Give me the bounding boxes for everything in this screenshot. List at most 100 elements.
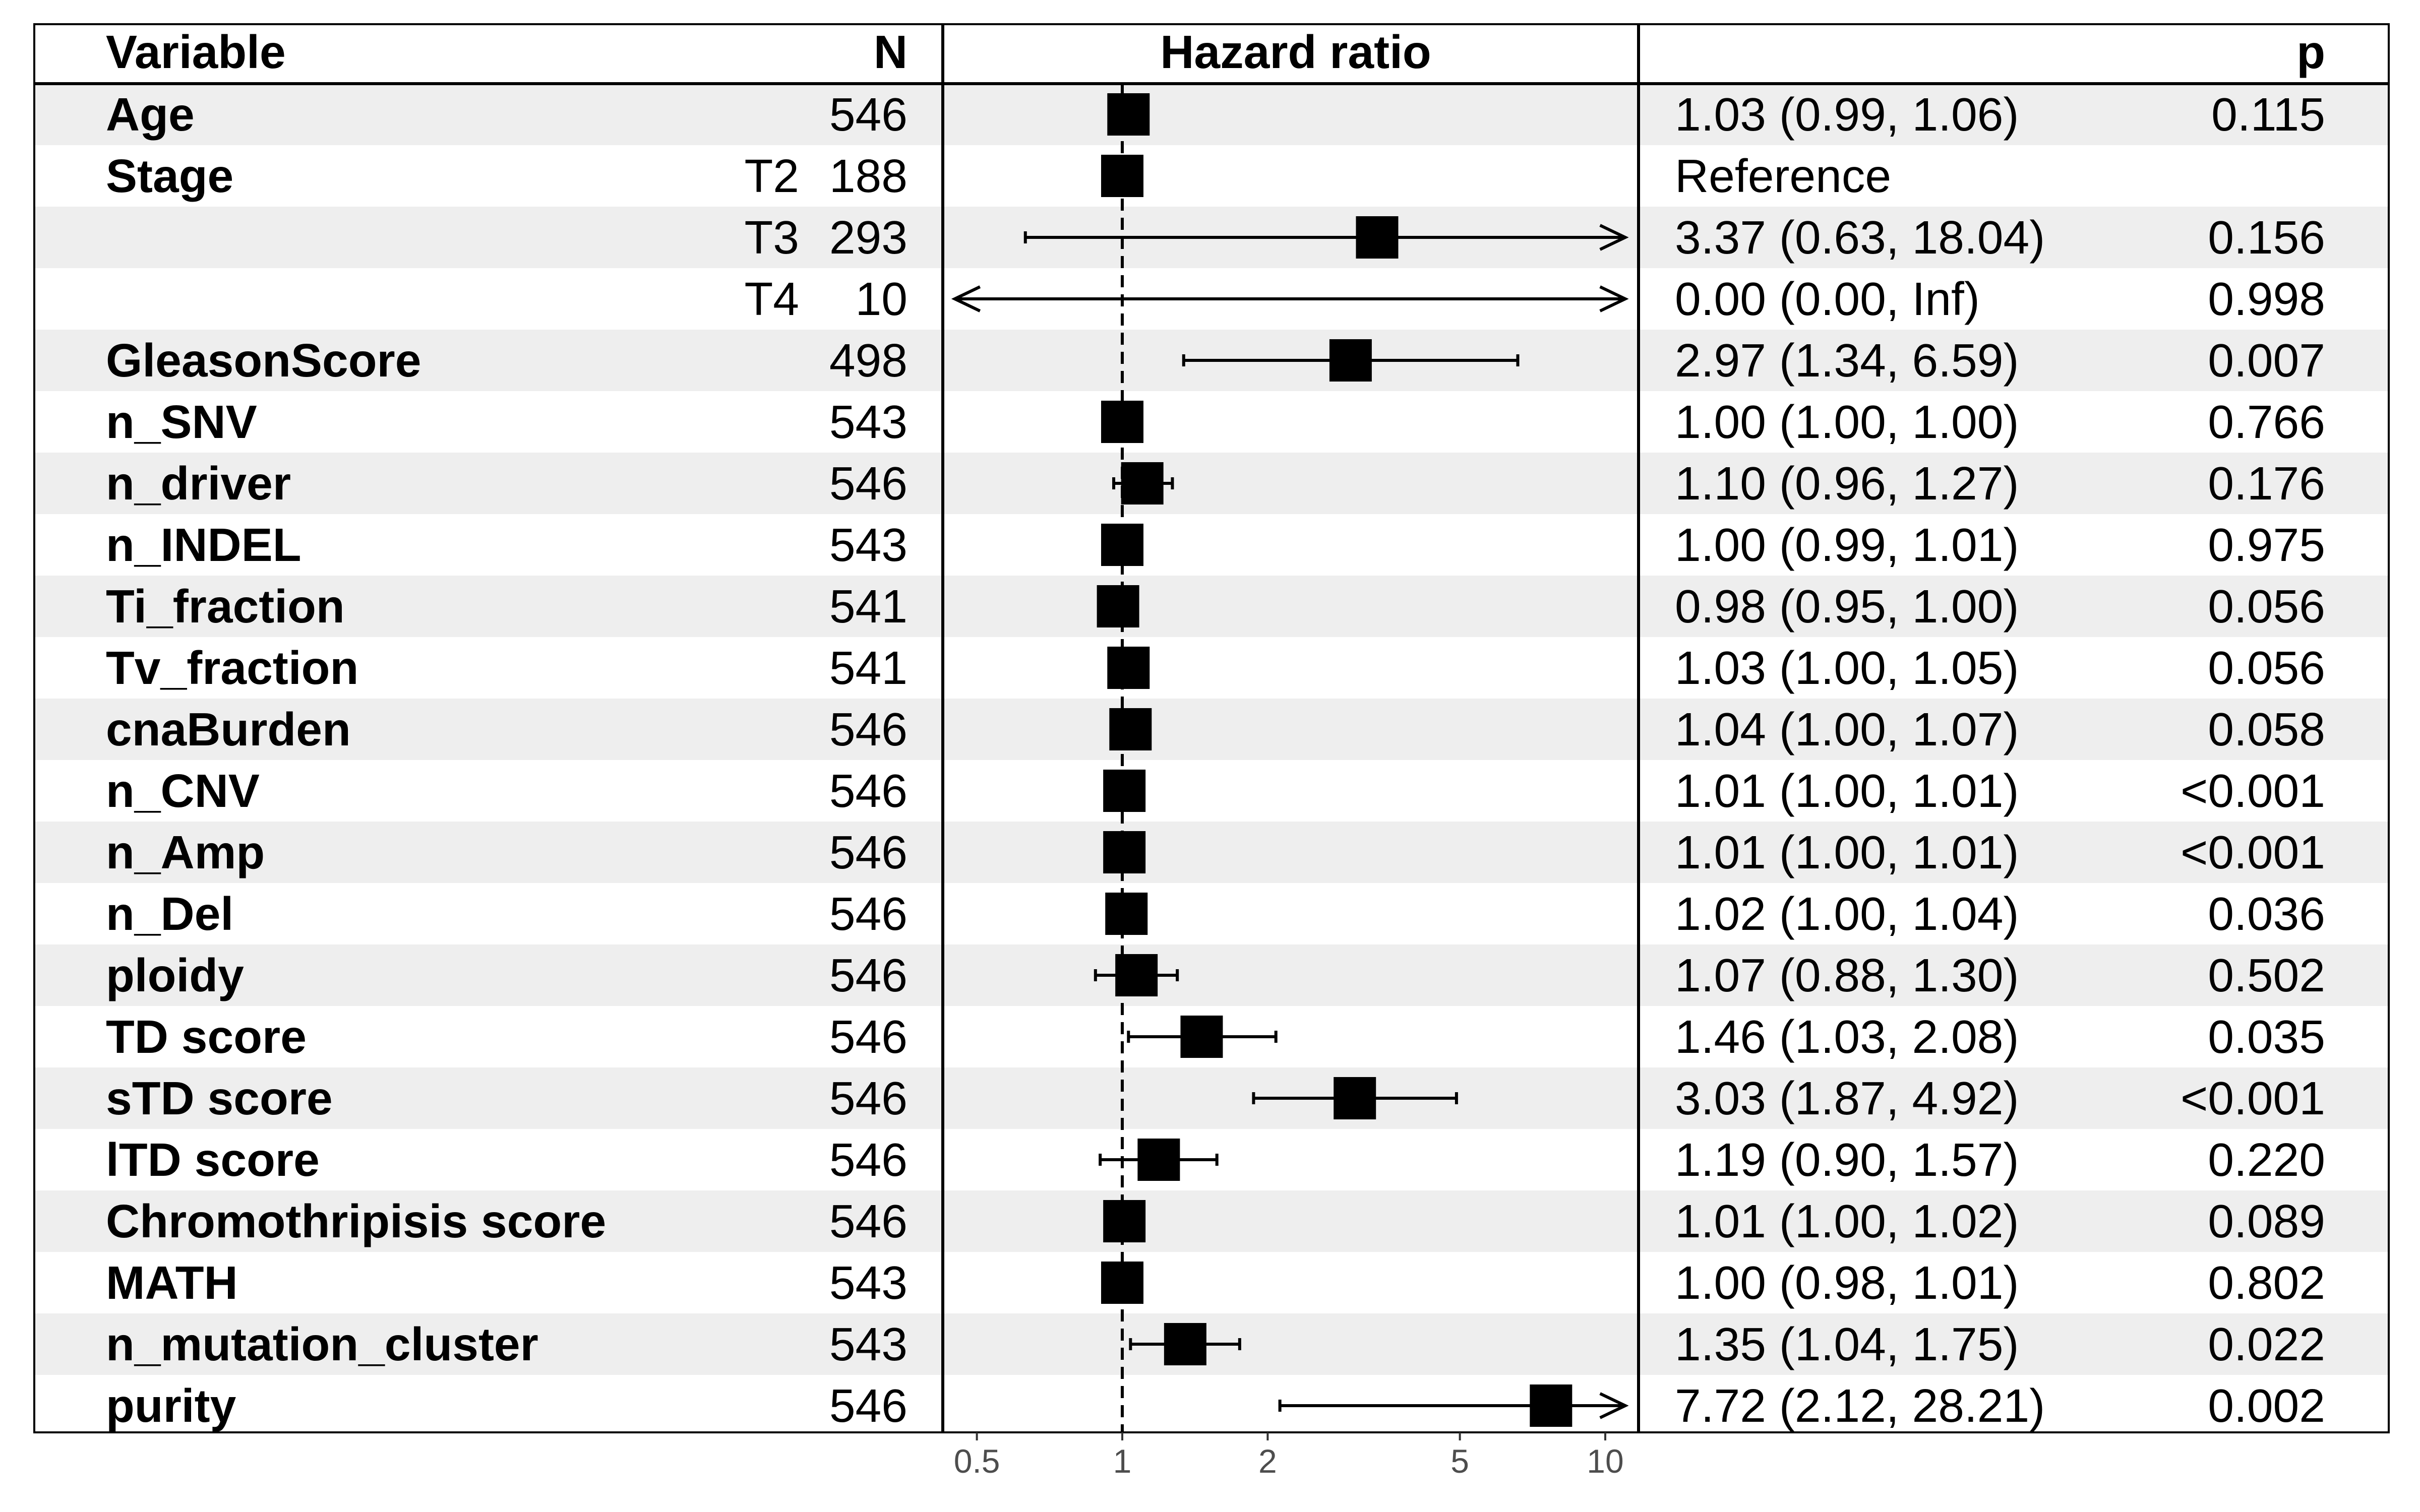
estimate-value: Reference bbox=[1675, 150, 1891, 202]
row-stripe bbox=[34, 822, 2389, 883]
hr-marker bbox=[1101, 1262, 1143, 1304]
estimate-value: 1.04 (1.00, 1.07) bbox=[1675, 703, 2019, 755]
ci-arrow-head bbox=[1599, 1392, 1629, 1419]
hr-marker bbox=[1101, 155, 1143, 197]
row-stripe bbox=[34, 944, 2389, 1006]
hr-marker bbox=[1107, 647, 1150, 689]
variable-label: lTD score bbox=[106, 1133, 320, 1186]
n-value: 293 bbox=[829, 211, 908, 264]
estimate-value: 1.01 (1.00, 1.01) bbox=[1675, 826, 2019, 878]
n-value: 546 bbox=[829, 826, 908, 878]
x-tick-label: 1 bbox=[1113, 1442, 1132, 1480]
level-label: T2 bbox=[744, 150, 799, 202]
p-value: 0.766 bbox=[2208, 396, 2325, 448]
x-tick-label: 10 bbox=[1587, 1442, 1623, 1480]
hr-marker bbox=[1121, 462, 1164, 505]
p-value: 0.502 bbox=[2208, 949, 2325, 1001]
n-value: 546 bbox=[829, 888, 908, 940]
estimate-value: 1.03 (0.99, 1.06) bbox=[1675, 88, 2019, 141]
n-value: 546 bbox=[829, 703, 908, 755]
row-stripe bbox=[34, 699, 2389, 760]
p-value: 0.056 bbox=[2208, 642, 2325, 694]
p-value: 0.056 bbox=[2208, 580, 2325, 633]
hr-marker bbox=[1105, 893, 1148, 935]
p-value: <0.001 bbox=[2181, 1072, 2325, 1124]
estimate-value: 1.01 (1.00, 1.02) bbox=[1675, 1195, 2019, 1247]
p-value: 0.058 bbox=[2208, 703, 2325, 755]
p-value: <0.001 bbox=[2181, 826, 2325, 878]
header-n: N bbox=[874, 26, 908, 78]
hr-marker bbox=[1101, 524, 1143, 566]
p-value: 0.022 bbox=[2208, 1318, 2325, 1370]
n-value: 546 bbox=[829, 88, 908, 141]
variable-label: n_Del bbox=[106, 888, 233, 940]
plot-area bbox=[951, 84, 1629, 1432]
estimate-value: 1.10 (0.96, 1.27) bbox=[1675, 457, 2019, 510]
estimate-value: 1.03 (1.00, 1.05) bbox=[1675, 642, 2019, 694]
p-value: 0.036 bbox=[2208, 888, 2325, 940]
row-stripe bbox=[34, 1067, 2389, 1129]
x-tick-label: 2 bbox=[1258, 1442, 1277, 1480]
variable-label: n_driver bbox=[106, 457, 291, 510]
n-value: 541 bbox=[829, 642, 908, 694]
variable-label: Stage bbox=[106, 150, 233, 202]
n-value: 546 bbox=[829, 949, 908, 1001]
n-value: 546 bbox=[829, 457, 908, 510]
n-value: 546 bbox=[829, 765, 908, 817]
ci-arrow-head bbox=[1599, 224, 1629, 251]
hr-marker bbox=[1115, 954, 1158, 996]
n-value: 10 bbox=[856, 273, 908, 325]
p-value: 0.156 bbox=[2208, 211, 2325, 264]
estimate-value: 0.98 (0.95, 1.00) bbox=[1675, 580, 2019, 633]
estimate-value: 0.00 (0.00, Inf) bbox=[1675, 273, 1980, 325]
header-p: p bbox=[2296, 26, 2325, 78]
p-value: 0.115 bbox=[2211, 88, 2325, 141]
header-variable: Variable bbox=[106, 26, 286, 78]
p-value: 0.802 bbox=[2208, 1256, 2325, 1309]
header-hazard-ratio: Hazard ratio bbox=[1160, 26, 1431, 78]
hr-marker bbox=[1180, 1016, 1223, 1058]
estimate-value: 1.01 (1.00, 1.01) bbox=[1675, 765, 2019, 817]
estimate-value: 1.35 (1.04, 1.75) bbox=[1675, 1318, 2019, 1370]
p-value: 0.998 bbox=[2208, 273, 2325, 325]
hr-marker bbox=[1107, 93, 1150, 136]
hr-marker bbox=[1334, 1077, 1376, 1119]
row-stripe bbox=[34, 1190, 2389, 1252]
p-value: 0.975 bbox=[2208, 519, 2325, 571]
hr-marker bbox=[1329, 339, 1372, 382]
variable-label: n_mutation_cluster bbox=[106, 1318, 538, 1370]
table-frame bbox=[33, 23, 2390, 1433]
table-rows: Age 546 1.03 (0.99, 1.06) 0.115 Stage T2 188 Re… bbox=[106, 88, 2325, 1432]
estimate-value: 1.00 (1.00, 1.00) bbox=[1675, 396, 2019, 448]
estimate-value: 1.02 (1.00, 1.04) bbox=[1675, 888, 2019, 940]
variable-label: n_CNV bbox=[106, 765, 260, 817]
estimate-value: 1.19 (0.90, 1.57) bbox=[1675, 1133, 2019, 1186]
variable-label: cnaBurden bbox=[106, 703, 351, 755]
estimate-value: 3.37 (0.63, 18.04) bbox=[1675, 211, 2045, 264]
row-stripe bbox=[34, 84, 2389, 145]
x-tick-label: 0.5 bbox=[954, 1442, 1000, 1480]
estimate-value: 1.00 (0.99, 1.01) bbox=[1675, 519, 2019, 571]
estimate-value: 1.07 (0.88, 1.30) bbox=[1675, 949, 2019, 1001]
hr-marker bbox=[1103, 1200, 1146, 1242]
variable-label: TD score bbox=[106, 1011, 307, 1063]
variable-label: n_INDEL bbox=[106, 519, 301, 571]
p-value: 0.007 bbox=[2208, 334, 2325, 387]
variable-label: MATH bbox=[106, 1256, 238, 1309]
variable-label: n_Amp bbox=[106, 826, 265, 878]
ci-arrow-head bbox=[951, 285, 981, 312]
n-value: 546 bbox=[829, 1379, 908, 1432]
n-value: 498 bbox=[829, 334, 908, 387]
n-value: 188 bbox=[829, 150, 908, 202]
n-value: 546 bbox=[829, 1072, 908, 1124]
variable-label: ploidy bbox=[106, 949, 244, 1001]
hr-marker bbox=[1101, 401, 1143, 443]
estimate-value: 3.03 (1.87, 4.92) bbox=[1675, 1072, 2019, 1124]
p-value: 0.002 bbox=[2208, 1379, 2325, 1432]
n-value: 541 bbox=[829, 580, 908, 633]
n-value: 543 bbox=[829, 1318, 908, 1370]
hr-marker bbox=[1097, 585, 1139, 627]
estimate-value: 1.46 (1.03, 2.08) bbox=[1675, 1011, 2019, 1063]
hr-marker bbox=[1103, 770, 1146, 812]
